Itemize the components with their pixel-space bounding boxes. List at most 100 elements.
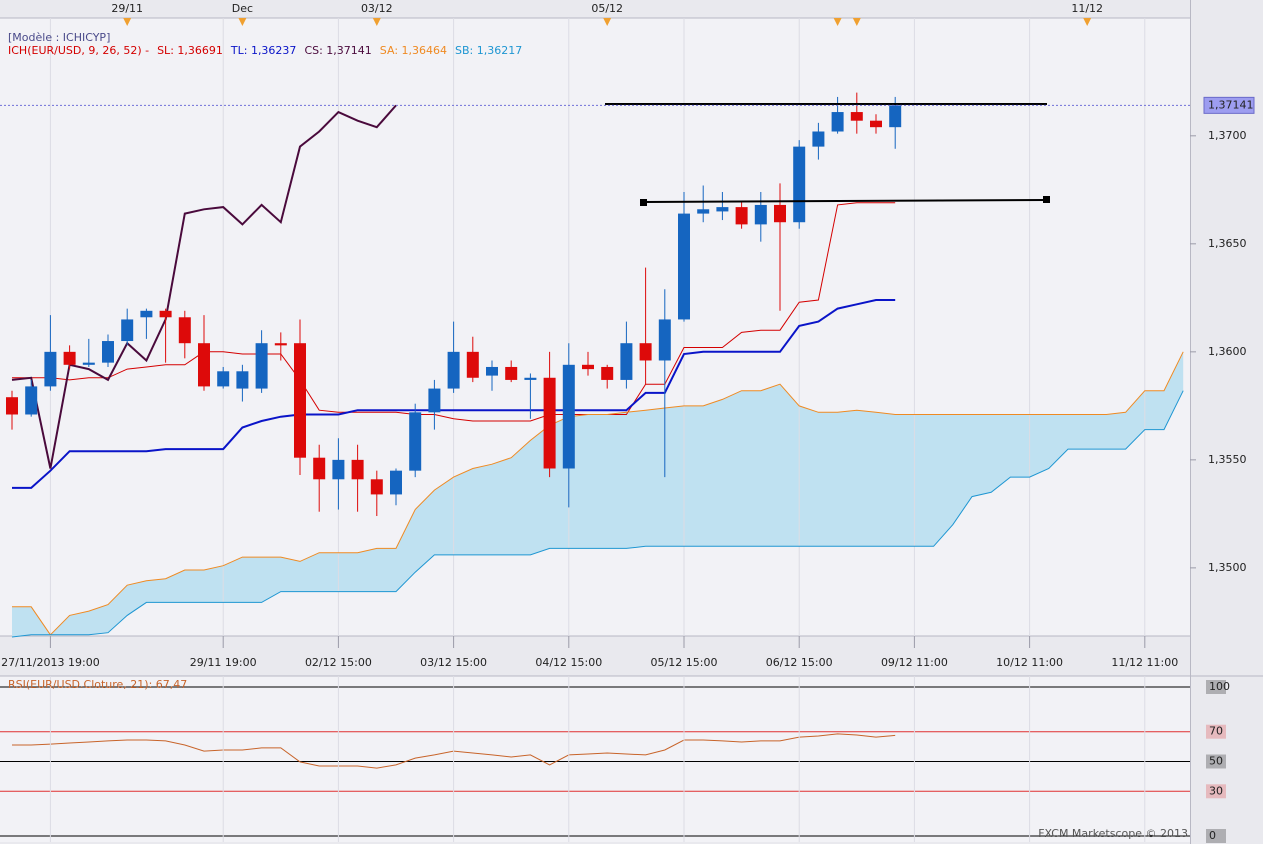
candle-body [562, 364, 575, 469]
candle-body [44, 351, 57, 387]
candle-body [63, 351, 76, 365]
x-tick-label: 29/11 19:00 [190, 656, 257, 669]
y-tick-label: 1,3650 [1208, 237, 1247, 250]
drawing-layer [605, 18, 1050, 206]
candle-body [178, 317, 191, 344]
candle-body [236, 371, 249, 389]
y-tick-label: 1,3600 [1208, 345, 1247, 358]
candle-body [217, 371, 230, 387]
rsi-level-tag [1206, 754, 1226, 769]
top-date-label: Dec [232, 2, 253, 15]
y-tick-label: 1,3700 [1208, 129, 1247, 142]
trend-line [642, 199, 1048, 203]
candle-body [25, 386, 38, 415]
rsi-plot-area [0, 676, 1190, 842]
top-marker [238, 18, 247, 26]
candle-body [831, 112, 844, 132]
candle-body [140, 310, 153, 318]
model-label: [Modèle : ICHICYP] [8, 31, 111, 44]
candle-body [428, 388, 441, 413]
candle-body [198, 343, 210, 387]
candle-body [332, 459, 345, 480]
indicator-line [11, 390, 1184, 638]
x-tick-label: 04/12 15:00 [535, 656, 602, 669]
x-tick-label: 10/12 11:00 [996, 656, 1063, 669]
trend-handle [1043, 196, 1050, 203]
candle-body [543, 377, 556, 469]
indicator-line [12, 299, 896, 489]
candle-body [274, 343, 287, 346]
rsi-tick-label: 30 [1209, 784, 1223, 797]
candle-body [889, 105, 902, 128]
candle-body [716, 207, 729, 212]
candle-body [466, 351, 479, 378]
candle-body [870, 120, 882, 128]
legend-entry: SL: 1,36691 [157, 44, 223, 57]
candle-body [582, 364, 594, 370]
indicator-line [11, 104, 397, 469]
indicator-line [12, 351, 1184, 636]
under-layer [0, 18, 1190, 837]
x-tick-label: 27/11/2013 19:00 [1, 656, 100, 669]
rsi-level-tag [1206, 784, 1226, 799]
rsi-level-tag [1206, 680, 1226, 694]
x-tick-label: 11/12 11:00 [1111, 656, 1178, 669]
rsi-level-tag [1206, 829, 1226, 843]
indicator-layer [11, 104, 1184, 769]
candle-body [102, 341, 114, 363]
legend-entry: TL: 1,36237 [230, 44, 297, 57]
candle-body [255, 343, 268, 389]
candle-body [409, 412, 422, 471]
x-tick-label: 03/12 15:00 [420, 656, 487, 669]
rsi-level-tag [1206, 724, 1226, 739]
footer: FXCM Marketscope © 2013 [1038, 827, 1188, 840]
legend-entry: CS: 1,37141 [304, 44, 372, 57]
candle-body [313, 457, 326, 480]
y-tick-label: 1,3500 [1208, 561, 1247, 574]
candle-body [82, 362, 95, 365]
legend: ICH(EUR/USD, 9, 26, 52) - SL: 1,36691 TL:… [8, 44, 522, 57]
trend-handle [640, 199, 647, 206]
rsi-tick-label: 100 [1209, 680, 1230, 693]
top-marker [372, 18, 381, 26]
candle-body [735, 207, 748, 225]
candle-body [486, 366, 498, 376]
candle-body [524, 377, 537, 380]
candle-body [447, 351, 460, 389]
legend-entry: SA: 1,36464 [379, 44, 448, 57]
candle-body [620, 343, 633, 380]
candle-body [639, 343, 652, 361]
x-tick-label: 06/12 15:00 [766, 656, 833, 669]
last-price-tag [1203, 96, 1255, 114]
candle-body [774, 204, 786, 223]
rsi-title: RSI(EUR/USD.Cloture, 21): 67,47 [8, 678, 187, 691]
candle-body [159, 310, 172, 318]
indicator-label: ICH(EUR/USD, 9, 26, 52) - [8, 44, 150, 57]
top-marker [833, 18, 842, 26]
legend-entry: SB: 1,36217 [455, 44, 523, 57]
x-tick-label: 02/12 15:00 [305, 656, 372, 669]
top-date-label: 05/12 [591, 2, 623, 15]
candle-body [658, 319, 671, 361]
x-tick-label: 05/12 15:00 [651, 656, 718, 669]
candle-body [850, 112, 863, 121]
candle-body [697, 209, 710, 214]
x-tick-label: 09/12 11:00 [881, 656, 948, 669]
rsi-tick-label: 0 [1209, 829, 1216, 842]
candle-body [390, 470, 402, 495]
rsi-tick-label: 70 [1209, 725, 1223, 738]
last-price-label: 1,37141 [1208, 98, 1254, 111]
candle-body [351, 459, 364, 480]
candle-body [812, 131, 825, 147]
top-date-label: 11/12 [1071, 2, 1103, 15]
top-marker [603, 18, 612, 26]
candle-body [294, 343, 306, 458]
top-date-label: 29/11 [111, 2, 143, 15]
candle-body [754, 204, 767, 225]
candle-body [370, 479, 383, 495]
y-tick-label: 1,3550 [1208, 453, 1247, 466]
candle-layer [6, 92, 902, 517]
